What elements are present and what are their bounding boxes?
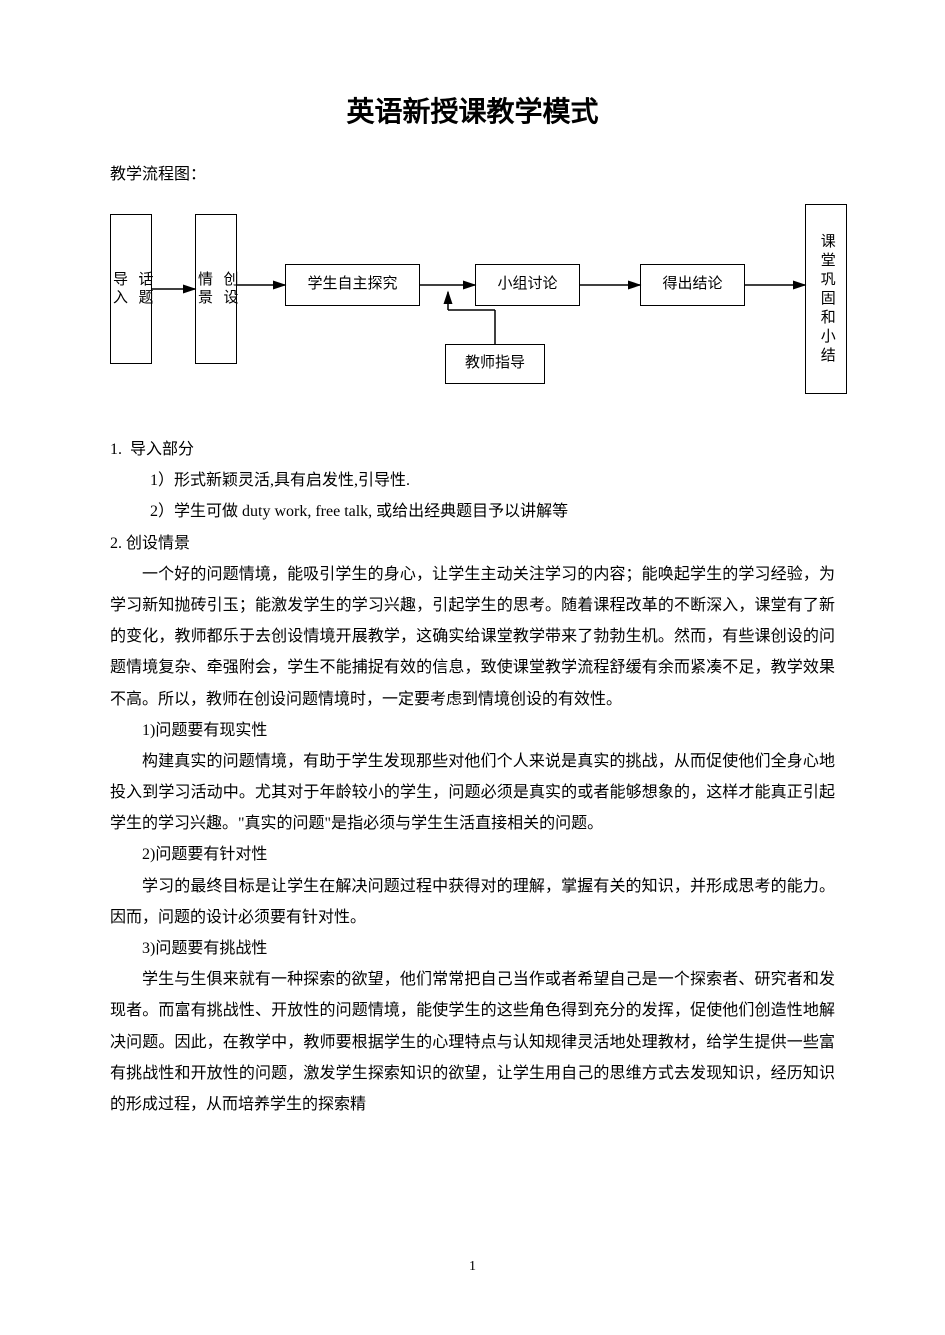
body-text: 1. 导入部分 1）形式新颖灵活,具有启发性,引导性. 2）学生可做 duty … bbox=[110, 434, 835, 1120]
page-title: 英语新授课教学模式 bbox=[110, 90, 835, 130]
section-title: 导入部分 bbox=[130, 441, 194, 458]
section-2-sub-2: 2)问题要有针对性 bbox=[110, 839, 835, 870]
flowchart: 导入 话题 情景 创设 学生自主探究 小组讨论 得出结论 教师指导 课 bbox=[110, 204, 850, 404]
flow-node-conclusion: 得出结论 bbox=[640, 264, 745, 306]
node-label: 教师指导 bbox=[465, 354, 525, 374]
node-label: 小组讨论 bbox=[497, 275, 557, 295]
section-2-heading: 2. 创设情景 bbox=[110, 528, 835, 559]
section-2-sub-1: 1)问题要有现实性 bbox=[110, 715, 835, 746]
section-2-paragraph: 一个好的问题情境，能吸引学生的身心，让学生主动关注学习的内容；能唤起学生的学习经… bbox=[110, 559, 835, 715]
section-number: 1. bbox=[110, 441, 122, 458]
section-title: 创设情景 bbox=[126, 535, 190, 552]
node-label: 创设 bbox=[219, 271, 239, 307]
section-number: 2. bbox=[110, 535, 122, 552]
flow-node-create-context: 情景 创设 bbox=[195, 214, 237, 364]
page: 英语新授课教学模式 教学流程图： 导入 话题 情景 创设 学生自主探究 小组讨论… bbox=[0, 0, 945, 1335]
section-1-item-1: 1）形式新颖灵活,具有启发性,引导性. bbox=[110, 465, 835, 496]
section-1-heading: 1. 导入部分 bbox=[110, 434, 835, 465]
flow-node-teacher-guide: 教师指导 bbox=[445, 344, 545, 384]
flow-node-topic-intro: 导入 话题 bbox=[110, 214, 152, 364]
section-2-sub-3-paragraph: 学生与生俱来就有一种探索的欲望，他们常常把自己当作或者希望自己是一个探索者、研究… bbox=[110, 964, 835, 1120]
section-2-sub-1-paragraph: 构建真实的问题情境，有助于学生发现那些对他们个人来说是真实的挑战，从而促使他们全… bbox=[110, 746, 835, 840]
node-label: 话题 bbox=[134, 271, 154, 307]
section-1-item-2: 2）学生可做 duty work, free talk, 或给出经典题目予以讲解… bbox=[110, 496, 835, 527]
section-2-sub-2-paragraph: 学习的最终目标是让学生在解决问题过程中获得对的理解，掌握有关的知识，并形成思考的… bbox=[110, 871, 835, 933]
node-label: 情景 bbox=[194, 271, 214, 307]
subheading: 教学流程图： bbox=[110, 160, 835, 184]
node-label: 得出结论 bbox=[662, 275, 722, 295]
page-number: 1 bbox=[0, 1259, 945, 1275]
flow-node-self-explore: 学生自主探究 bbox=[285, 264, 420, 306]
section-2-sub-3: 3)问题要有挑战性 bbox=[110, 933, 835, 964]
flow-node-group-discuss: 小组讨论 bbox=[475, 264, 580, 306]
node-label: 导入 bbox=[109, 271, 129, 307]
node-label: 学生自主探究 bbox=[307, 275, 397, 295]
flow-node-summary: 课堂巩固和小结 bbox=[805, 204, 847, 394]
node-label: 课堂巩固和小结 bbox=[816, 233, 836, 366]
